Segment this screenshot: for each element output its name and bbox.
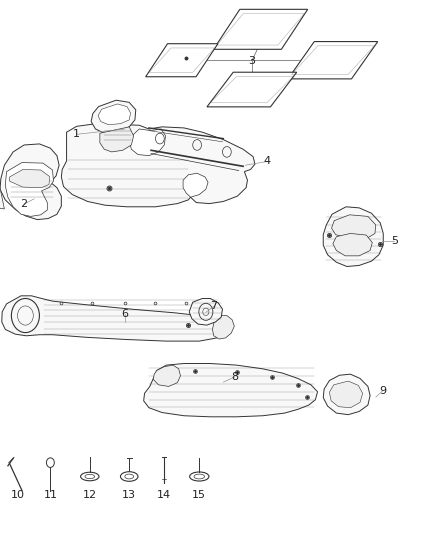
Polygon shape	[153, 365, 180, 386]
Polygon shape	[0, 144, 61, 220]
Polygon shape	[213, 9, 307, 50]
Polygon shape	[329, 381, 363, 408]
Polygon shape	[144, 364, 318, 417]
Polygon shape	[91, 100, 136, 133]
Text: 10: 10	[11, 490, 25, 499]
Text: 14: 14	[157, 490, 171, 499]
Polygon shape	[333, 233, 372, 256]
Polygon shape	[2, 296, 223, 341]
Polygon shape	[100, 127, 134, 152]
Polygon shape	[5, 163, 53, 216]
Text: 2: 2	[21, 199, 28, 209]
Polygon shape	[0, 188, 4, 209]
Text: 11: 11	[43, 490, 57, 499]
Text: 15: 15	[192, 490, 206, 499]
Polygon shape	[323, 207, 383, 266]
Polygon shape	[207, 72, 297, 107]
Text: 6: 6	[121, 310, 128, 319]
Polygon shape	[332, 215, 376, 239]
Text: 4: 4	[264, 157, 271, 166]
Polygon shape	[212, 316, 234, 339]
Polygon shape	[145, 44, 218, 77]
Text: 1: 1	[73, 130, 80, 139]
Text: 8: 8	[231, 372, 238, 382]
Text: 9: 9	[379, 386, 386, 395]
Polygon shape	[189, 298, 223, 325]
Polygon shape	[288, 42, 378, 79]
Text: 12: 12	[83, 490, 97, 499]
Text: 13: 13	[122, 490, 136, 499]
Polygon shape	[129, 129, 166, 156]
Polygon shape	[10, 169, 49, 188]
Polygon shape	[98, 104, 131, 125]
Polygon shape	[183, 173, 208, 197]
Polygon shape	[61, 124, 255, 207]
Text: 5: 5	[391, 236, 398, 246]
Text: 7: 7	[210, 302, 217, 311]
Polygon shape	[323, 374, 370, 415]
Text: 3: 3	[248, 56, 255, 66]
